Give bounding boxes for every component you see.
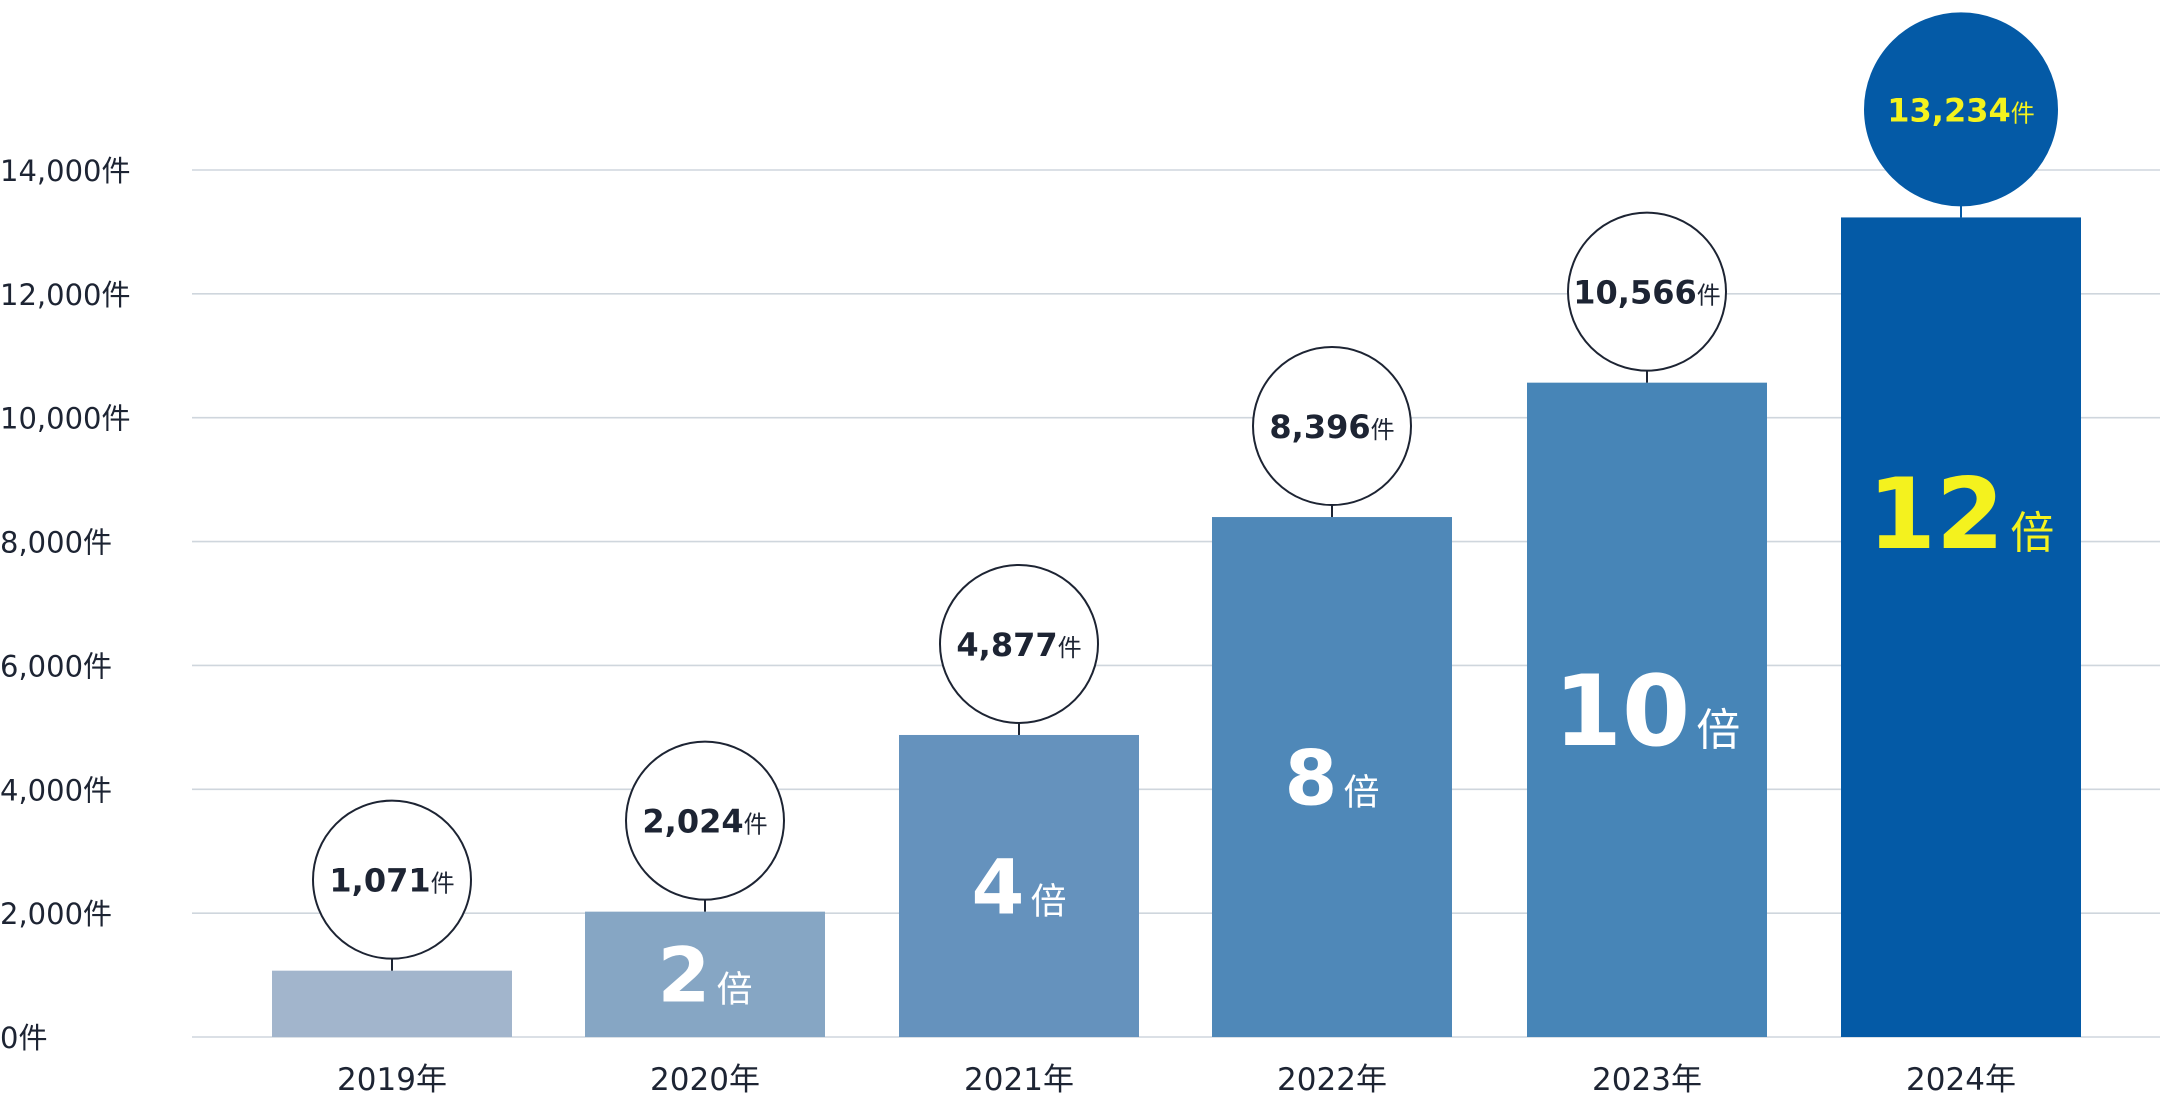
bar [899,734,1139,1037]
value-label: 8,396件 [1269,408,1394,446]
y-tick-label: 14,000件 [0,154,130,188]
y-axis: 0件 2,000件 4,000件 6,000件 8,000件 10,000件 12,000件… [0,154,130,1055]
gridlines [192,169,2160,1038]
value-bubble [939,563,1099,724]
value-label: 13,234件 [1887,91,2034,129]
x-axis: 2019年 2020年 2021年 2022年 2023年 2024年 [337,1062,2016,1098]
x-tick-label: 2023年 [1592,1062,1702,1098]
value-label: 4,877件 [956,626,1081,664]
x-tick-label: 2024年 [1906,1062,2016,1098]
bars: 1,071件 2,024件 2 倍 4,877件 4 倍 8,396件 8 倍 10,566件 10 倍… [272,12,2081,1038]
value-label: 10,566件 [1573,274,1720,312]
bar [1527,382,1767,1037]
value-bubble [312,799,472,960]
y-tick-label: 2,000件 [0,897,112,931]
x-tick-label: 2019年 [337,1062,447,1098]
bar [272,970,512,1037]
x-tick-label: 2020年 [650,1062,760,1098]
value-label: 1,071件 [329,862,454,900]
x-tick-label: 2022年 [1277,1062,1387,1098]
multiplier-label: 12 倍 [1868,458,2054,572]
y-tick-label: 4,000件 [0,773,112,807]
bar [1841,217,2081,1038]
bar [1212,517,1452,1037]
bar [585,911,825,1037]
value-bubble [1567,211,1727,372]
value-label: 2,024件 [642,803,767,841]
y-tick-label: 8,000件 [0,526,112,560]
value-bubble [1864,12,2058,207]
x-tick-label: 2021年 [964,1062,1074,1098]
value-bubble [1252,346,1412,507]
y-tick-label: 0件 [0,1021,47,1055]
y-tick-label: 10,000件 [0,402,130,436]
value-bubble [625,740,785,901]
y-tick-label: 12,000件 [0,278,130,312]
multiplier-label: 10 倍 [1554,655,1740,769]
y-tick-label: 6,000件 [0,649,112,683]
